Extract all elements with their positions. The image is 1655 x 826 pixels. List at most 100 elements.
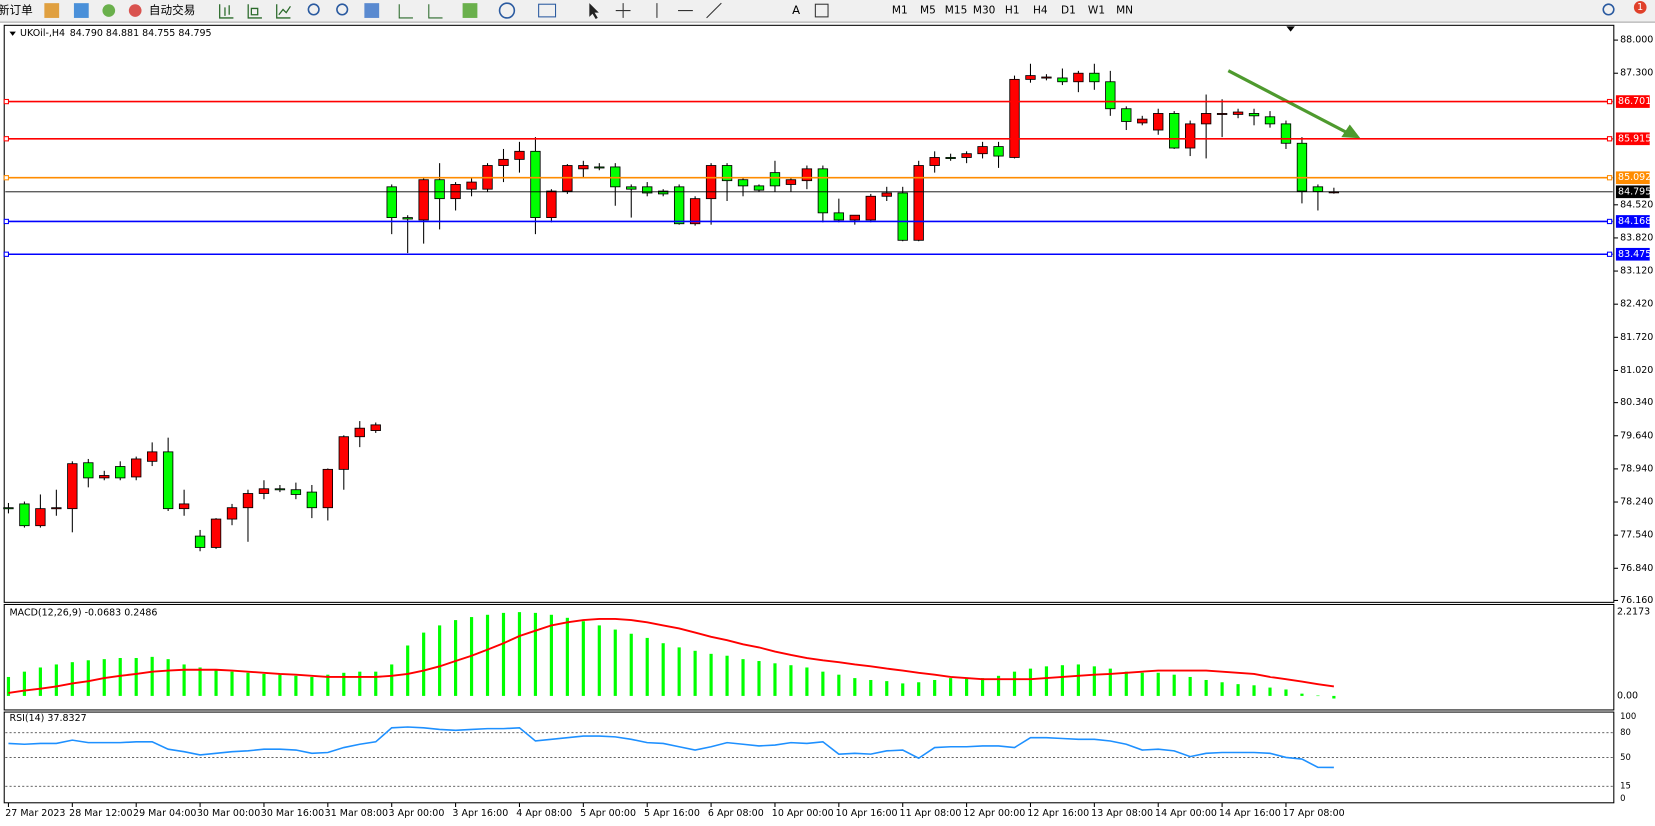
zoom-in[interactable] [307, 3, 320, 16]
shift-marker [1286, 26, 1295, 32]
candle-body [1041, 76, 1052, 79]
candle-body [258, 488, 270, 494]
icon[interactable] [219, 4, 234, 19]
candle-body [817, 168, 829, 214]
candle-body [226, 507, 238, 520]
macd-bar [358, 671, 362, 696]
y-tick-label: 100 [1620, 711, 1636, 721]
candle-body [1105, 81, 1116, 110]
y-tick-label: 2.2173 [1617, 606, 1650, 617]
candle-body [1248, 113, 1260, 117]
candle-body [642, 186, 653, 194]
macd-bar [517, 612, 522, 696]
timeframe-button[interactable]: M30 [973, 5, 996, 17]
x-tick-label: 3 Apr 00:00 [389, 808, 445, 819]
notification-badge[interactable] [1633, 1, 1647, 14]
x-tick-label: 12 Apr 16:00 [1027, 808, 1089, 819]
timeframe-button[interactable]: M15 [945, 5, 968, 17]
macd-bar [406, 645, 410, 696]
price-label-bg [1615, 247, 1650, 261]
macd-bar [342, 672, 346, 696]
timeframe-button[interactable]: H4 [1033, 5, 1048, 17]
y-tick-label: 79.640 [1620, 430, 1653, 441]
macd-bar [1300, 693, 1304, 696]
macd-bar [1092, 666, 1096, 696]
text-tool[interactable]: A [792, 3, 800, 17]
candle-body [1025, 75, 1036, 80]
candle-body [290, 489, 302, 495]
candle-body [498, 158, 509, 166]
icon[interactable] [44, 3, 60, 18]
timeframe-button[interactable]: MN [1116, 5, 1133, 17]
zoom-out[interactable] [336, 3, 349, 16]
candle-body [610, 166, 621, 188]
icon[interactable] [102, 4, 116, 17]
search[interactable] [1602, 3, 1615, 16]
y-tick-label: 82.420 [1620, 299, 1653, 310]
cursor-tool[interactable] [589, 3, 599, 19]
x-tick-label: 5 Apr 16:00 [644, 808, 700, 819]
line-handle [3, 98, 9, 105]
candle-body [578, 165, 589, 170]
new-order-button[interactable]: 新订单 [0, 3, 33, 17]
label-tool[interactable] [814, 3, 829, 18]
macd-bar [150, 656, 154, 696]
x-tick-label: 30 Mar 16:00 [261, 808, 324, 819]
icon[interactable] [128, 4, 142, 17]
candle-body [514, 150, 525, 160]
y-tick-label: 81.020 [1620, 365, 1653, 376]
x-tick-label: 14 Apr 00:00 [1155, 808, 1217, 819]
macd-bar [917, 682, 921, 696]
timeframe-button[interactable]: W1 [1088, 5, 1105, 17]
macd-bar [38, 667, 42, 696]
icon[interactable] [538, 3, 557, 18]
plot-layer: 88.000 87.300 84.520 83.820 83.120 82.420 81.7… [3, 35, 1653, 819]
timeframe-button[interactable]: D1 [1061, 5, 1076, 17]
candle-body [19, 503, 30, 527]
macd-bar [709, 653, 713, 696]
timeframe-button[interactable]: M1 [892, 5, 908, 17]
line-handle [1606, 98, 1613, 105]
candle-body [801, 168, 813, 182]
timeframe-button[interactable]: M5 [920, 5, 936, 17]
candle-body [1232, 111, 1244, 115]
macd-bar [22, 671, 27, 696]
y-tick-label: 78.940 [1620, 463, 1653, 474]
macd-bar [597, 625, 601, 696]
symbol-menu[interactable] [9, 31, 16, 36]
candle-body [993, 146, 1004, 157]
macd-bar [278, 674, 282, 696]
draw-tools[interactable] [615, 2, 722, 19]
icon[interactable] [398, 4, 443, 19]
macd-bar [118, 658, 122, 696]
candle-body [1089, 72, 1100, 83]
auto-trading-button[interactable]: 自动交易 [149, 3, 195, 17]
y-tick-label: 76.840 [1620, 563, 1653, 574]
macd-bar [1172, 674, 1176, 696]
candle-body [1264, 116, 1276, 125]
x-tick-label: 14 Apr 16:00 [1219, 808, 1281, 819]
icon[interactable] [276, 4, 291, 19]
candle-body [210, 518, 222, 548]
main-panel [3, 24, 1615, 603]
y-tick-label: 84.520 [1620, 199, 1653, 210]
icon[interactable] [498, 2, 516, 19]
timeframe-button[interactable]: H1 [1005, 5, 1020, 17]
candle-body [849, 214, 860, 221]
price-label: 86.701 [1618, 96, 1651, 107]
macd-bar [166, 659, 170, 696]
icon[interactable] [73, 3, 89, 18]
icon[interactable] [247, 4, 262, 19]
macd-bar [869, 679, 873, 696]
timeframe-buttons: M1 M5 M15 M30 H1 H4 D1 W1 MN [892, 5, 1133, 17]
icon[interactable] [364, 3, 380, 18]
candle-body [162, 451, 174, 510]
x-tick-label: 4 Apr 08:00 [516, 808, 572, 819]
candle-body [338, 436, 349, 470]
line-handle [1606, 175, 1613, 181]
candle-body [1009, 78, 1020, 158]
y-tick-label: 83.120 [1620, 266, 1653, 277]
icon[interactable] [462, 3, 478, 18]
macd-bar [805, 667, 809, 696]
candle-body [929, 157, 940, 166]
